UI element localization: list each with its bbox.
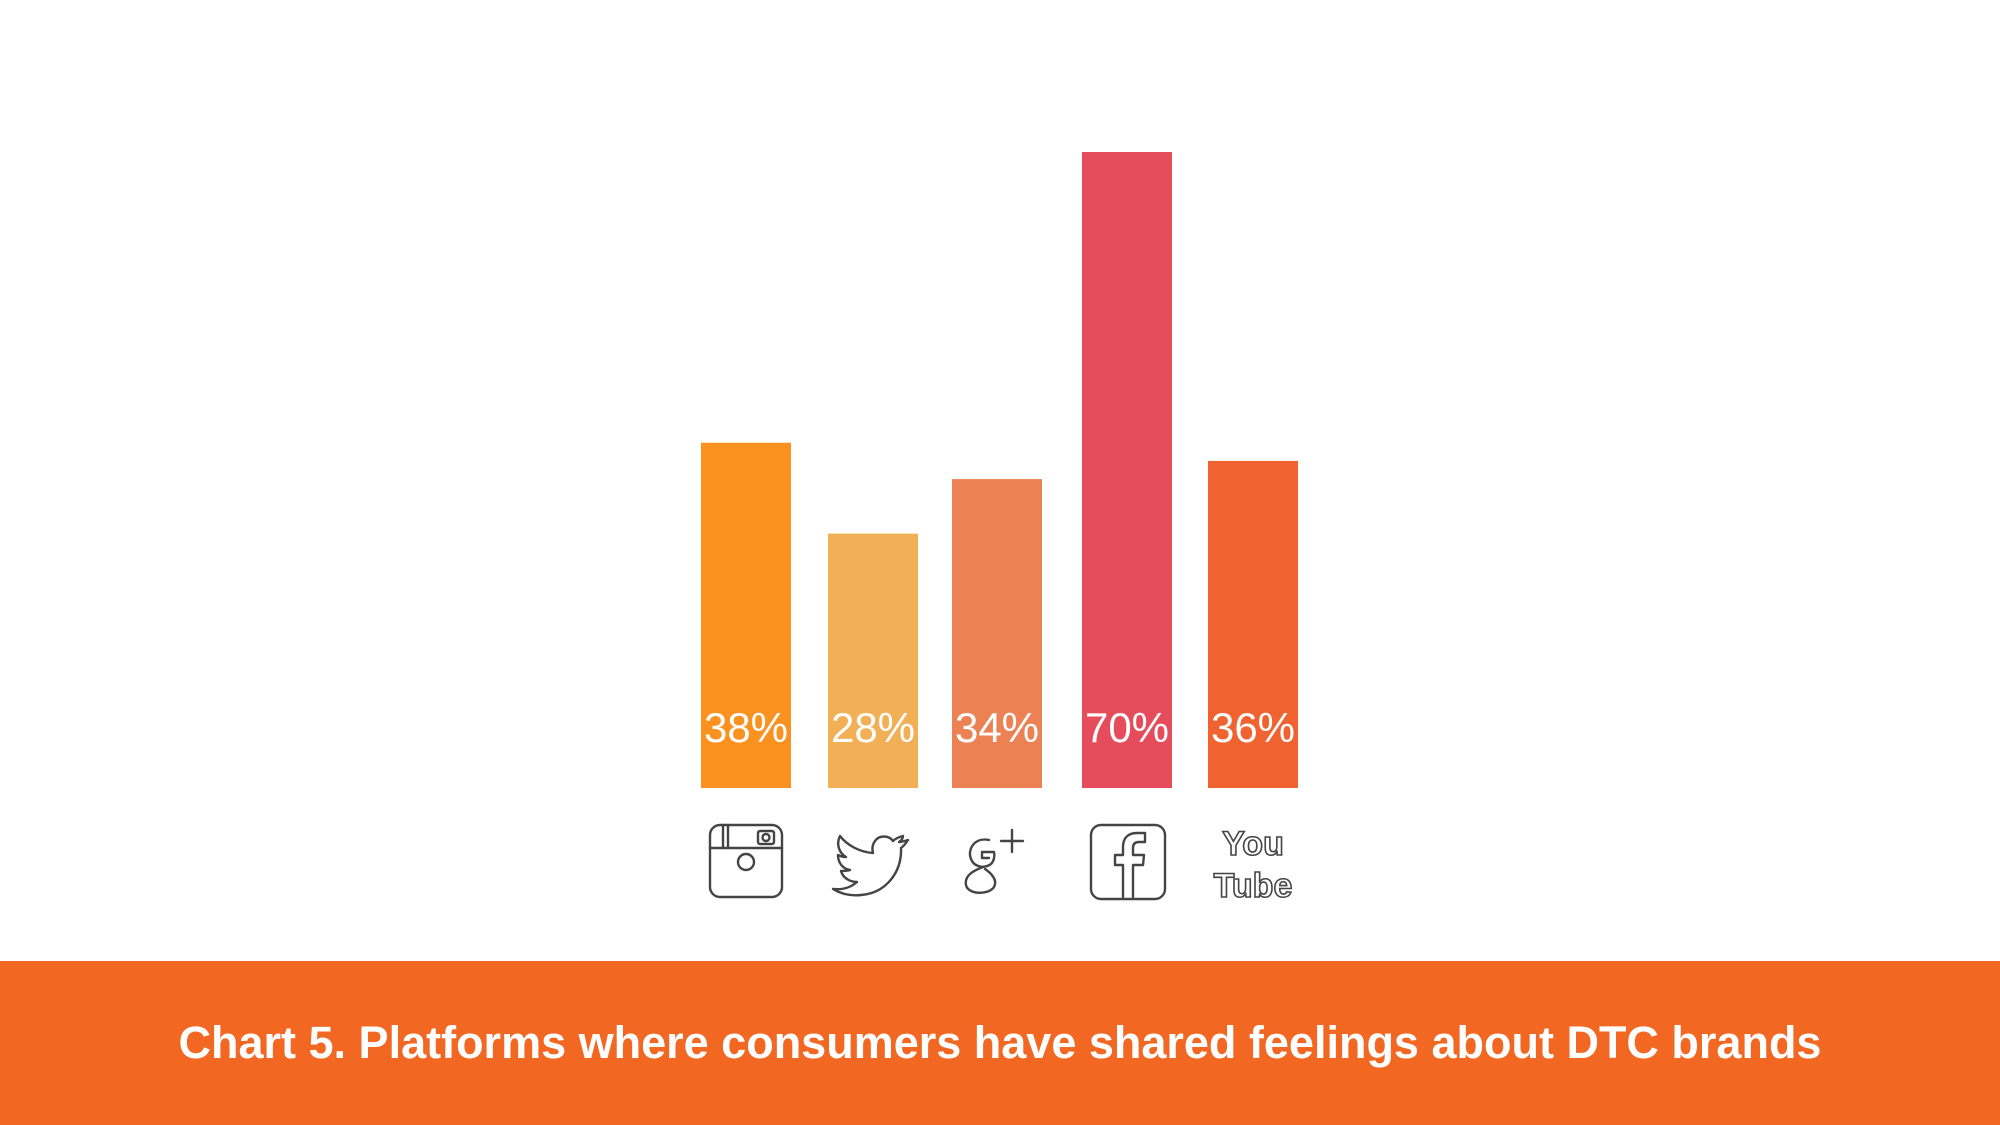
youtube-icon-text-top: You — [1222, 825, 1284, 863]
bar-twitter — [828, 533, 918, 788]
platform-icons-layer: You Tube — [708, 823, 1293, 906]
bar-facebook — [1082, 152, 1172, 788]
youtube-icon: You Tube — [1213, 824, 1293, 906]
caption-band: Chart 5. Platforms where consumers have … — [0, 961, 2000, 1125]
twitter-icon — [831, 834, 910, 897]
google-plus-icon — [964, 828, 1025, 894]
value-label: 38% — [704, 704, 788, 751]
instagram-icon — [708, 823, 784, 899]
value-label: 34% — [955, 704, 1039, 751]
value-label: 36% — [1211, 704, 1295, 751]
bar-google- — [952, 479, 1042, 788]
bars-layer — [701, 152, 1298, 788]
value-label: 28% — [831, 704, 915, 751]
youtube-icon-text-bottom: Tube — [1214, 867, 1293, 905]
facebook-icon — [1089, 823, 1167, 901]
bar-instagram — [701, 442, 791, 788]
value-labels-layer: 38% 28% 34% 70% 36% — [704, 704, 1295, 751]
bar-youtube — [1208, 460, 1298, 788]
value-label: 70% — [1085, 704, 1169, 751]
chart-title: Chart 5. Platforms where consumers have … — [178, 1017, 1822, 1068]
